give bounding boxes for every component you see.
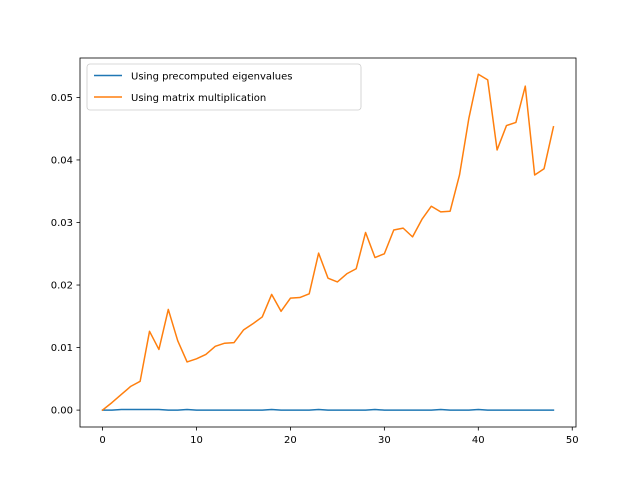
y-tick-label: 0.02 (51, 281, 73, 292)
series-layer (101, 73, 555, 412)
x-tick-label: 20 (284, 435, 297, 446)
x-axis: 0 10 20 30 40 50 (99, 427, 579, 446)
y-tick-label: 0.00 (51, 406, 73, 417)
x-tick-label: 40 (472, 435, 485, 446)
y-tick-label: 0.03 (51, 218, 73, 229)
legend: Using precomputed eigenvalues Using matr… (86, 63, 362, 111)
y-tick-label: 0.05 (51, 93, 73, 104)
x-tick-label: 10 (190, 435, 203, 446)
x-tick-label: 50 (566, 435, 579, 446)
legend-label-eigenvalues: Using precomputed eigenvalues (131, 72, 293, 83)
series-line-0 (101, 408, 555, 411)
y-tick-label: 0.01 (51, 343, 73, 354)
legend-label-matrix-multiplication: Using matrix multiplication (131, 93, 266, 104)
y-tick-label: 0.04 (51, 155, 73, 166)
x-tick-label: 30 (378, 435, 391, 446)
series-line-1 (101, 73, 555, 412)
legend-box (86, 63, 362, 111)
plot-frame (79, 57, 577, 428)
x-tick-label: 0 (99, 435, 105, 446)
y-axis: 0.00 0.01 0.02 0.03 0.04 0.05 (51, 93, 80, 417)
